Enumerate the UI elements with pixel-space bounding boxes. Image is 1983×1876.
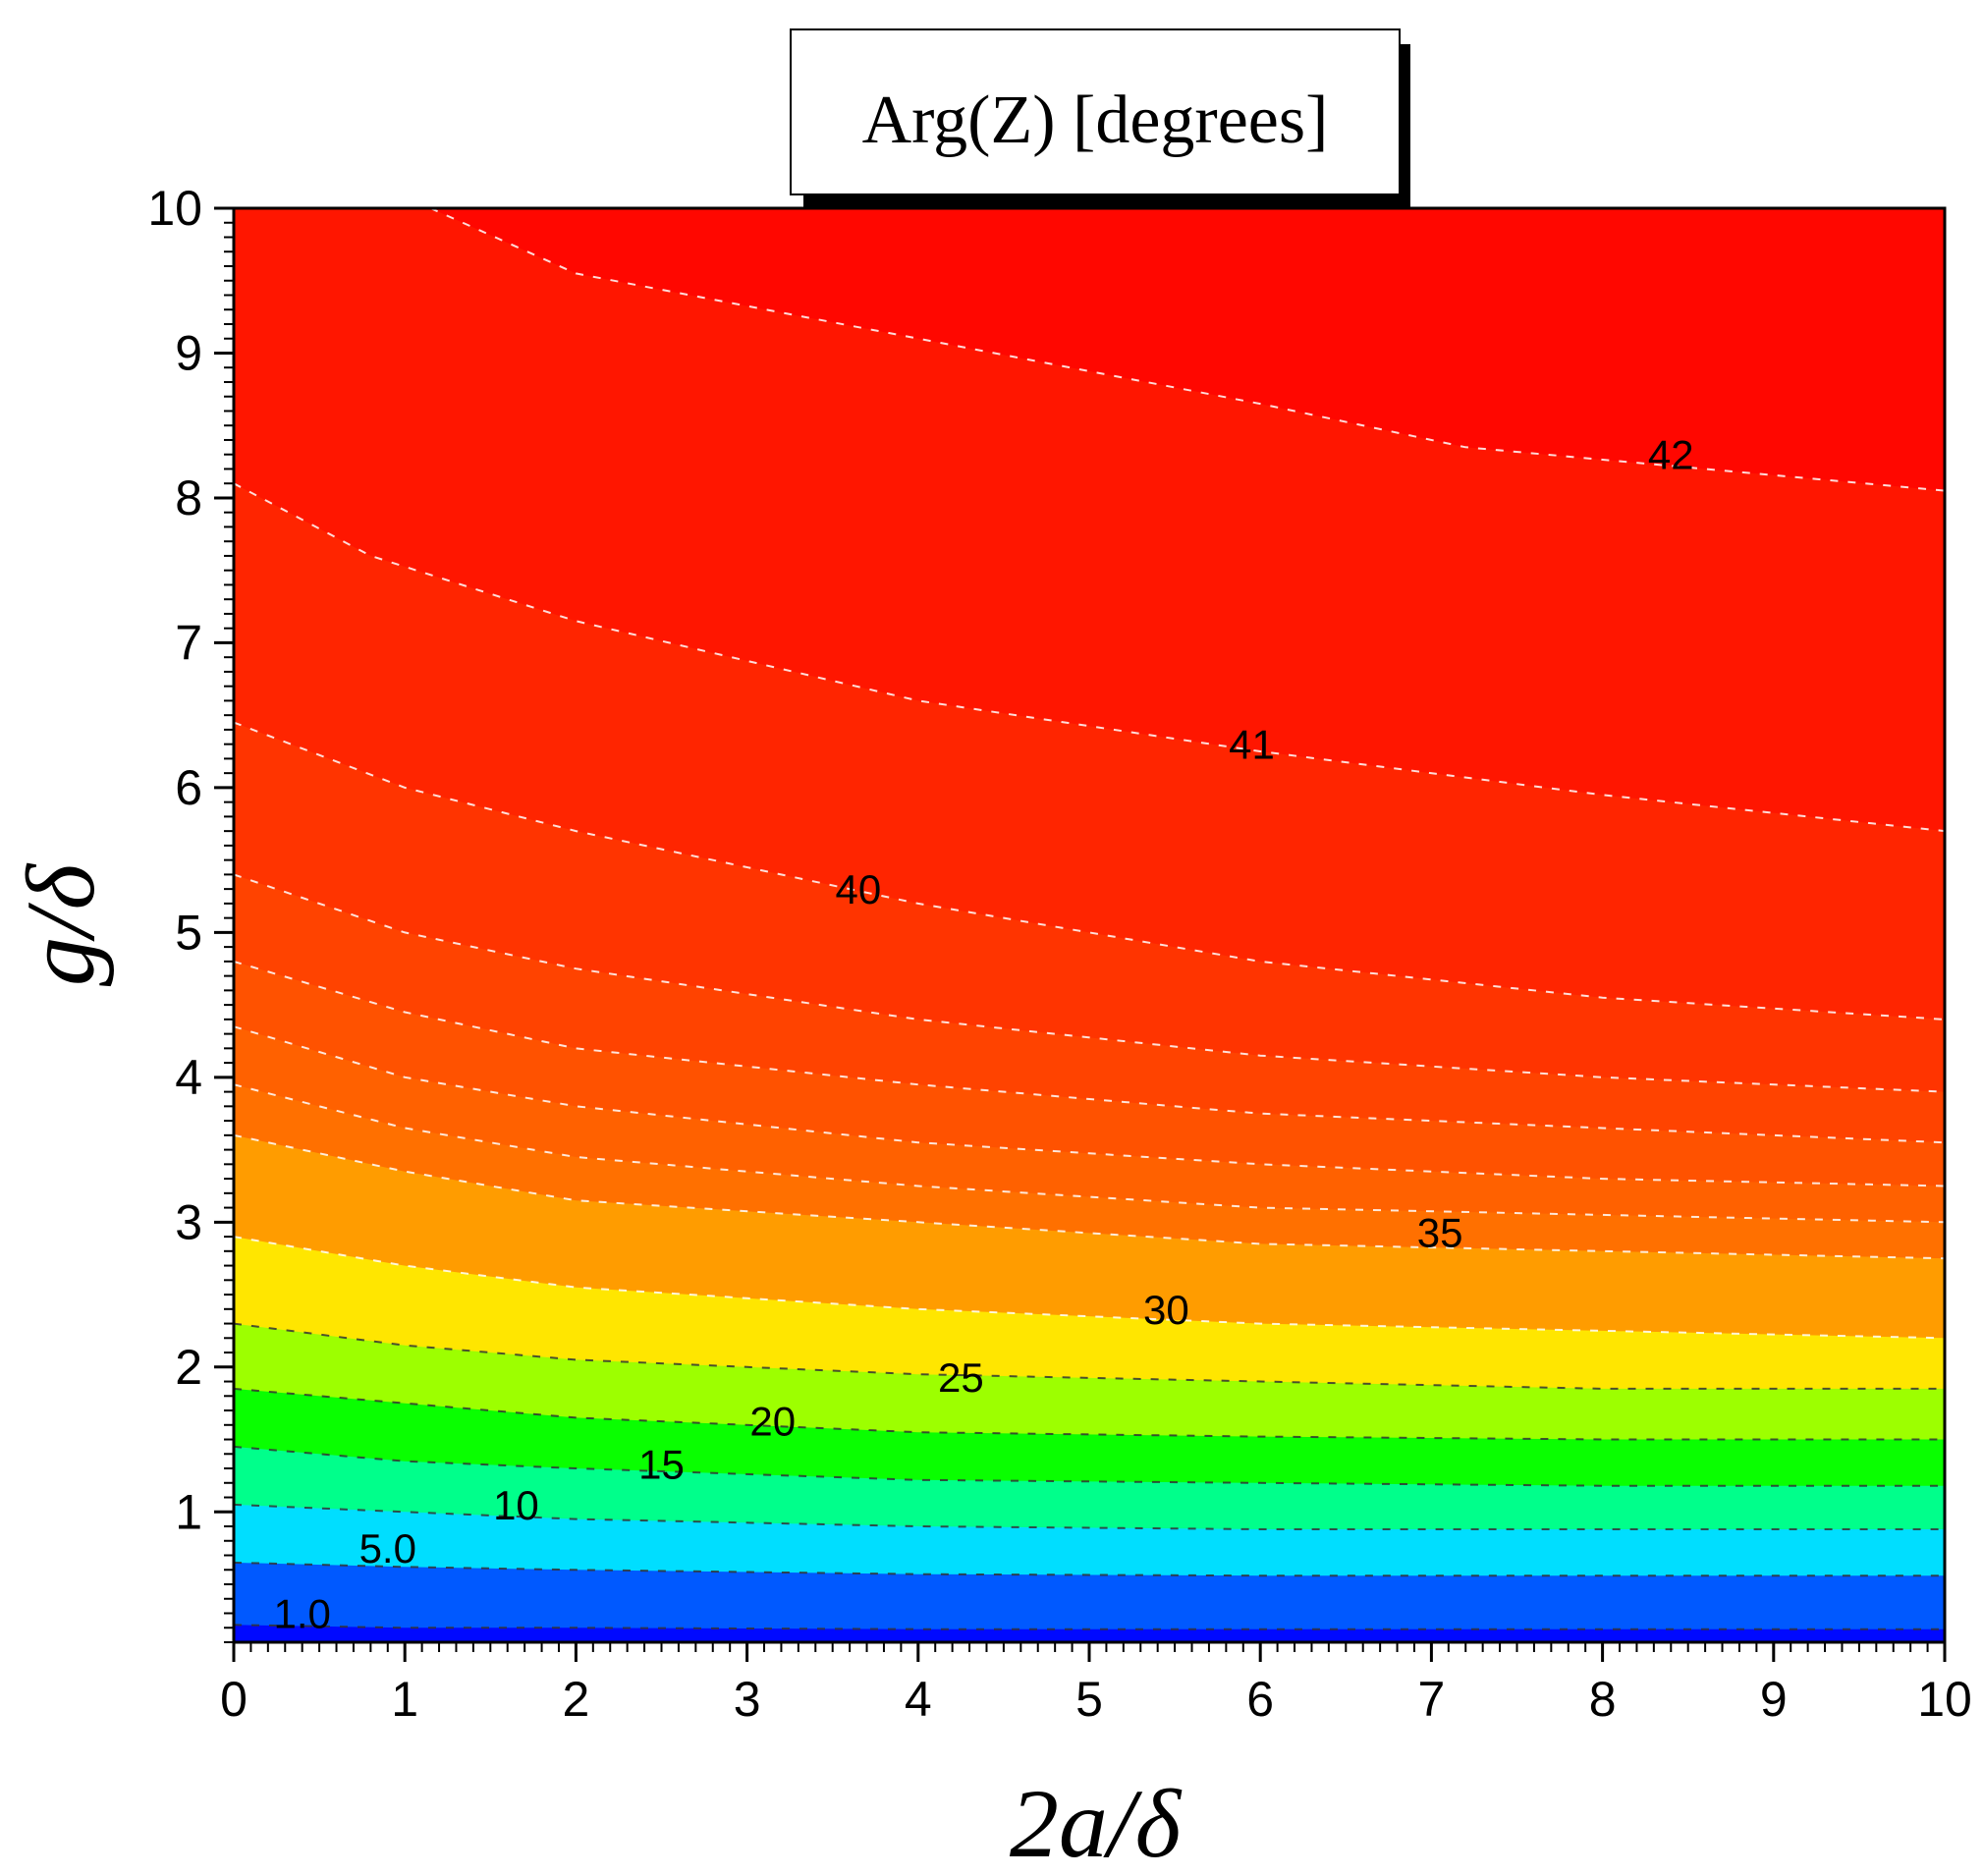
y-tick-label: 10 — [147, 181, 202, 236]
x-tick-label: 5 — [1075, 1672, 1103, 1727]
contour-line-1 — [234, 1624, 1945, 1630]
contour-label: 1.0 — [273, 1591, 330, 1637]
plot-area — [234, 208, 1945, 1642]
contour-label: 15 — [638, 1442, 685, 1488]
x-tick-label: 7 — [1417, 1672, 1445, 1727]
contour-lines — [234, 208, 1945, 1630]
contour-label: 35 — [1417, 1210, 1463, 1256]
chart-title: Arg(Z) [degrees] — [862, 83, 1329, 158]
heatmap-band-42 — [234, 208, 1945, 491]
contour-line-39 — [234, 873, 1945, 1093]
axis-ticks: 0 1 2 3 4 5 6 7 8 9 10 1 2 3 4 5 6 7 8 9 10 — [147, 181, 1971, 1727]
x-tick-label: 4 — [905, 1672, 932, 1727]
contour-label: 30 — [1143, 1287, 1189, 1333]
x-tick-label: 0 — [220, 1672, 248, 1727]
contour-line-40 — [234, 721, 1945, 1021]
y-axis-title: g/δ — [6, 862, 115, 986]
y-tick-label: 5 — [175, 905, 202, 960]
x-tick-label: 6 — [1246, 1672, 1274, 1727]
title-box — [790, 28, 1401, 195]
y-tick-label: 9 — [175, 325, 202, 380]
x-tick-label: 3 — [734, 1672, 761, 1727]
contour-line-36 — [234, 1083, 1945, 1224]
contour-line-37 — [234, 1025, 1945, 1187]
y-tick-label: 1 — [175, 1484, 202, 1539]
contour-line-35 — [234, 1133, 1945, 1260]
x-tick-label: 2 — [562, 1672, 589, 1727]
y-tick-label: 8 — [175, 470, 202, 525]
y-tick-label: 3 — [175, 1194, 202, 1249]
y-tick-label: 7 — [175, 615, 202, 670]
x-tick-label: 1 — [391, 1672, 418, 1727]
y-tick-label: 2 — [175, 1340, 202, 1395]
contour-labels: 1.0 5.0 10 15 20 25 30 35 40 41 42 — [273, 432, 1693, 1637]
heatmap-bands — [234, 208, 1945, 1642]
y-tick-label: 6 — [175, 760, 202, 815]
contour-label: 40 — [835, 866, 881, 912]
contour-label: 25 — [938, 1354, 984, 1401]
contour-label: 20 — [749, 1398, 796, 1444]
contour-label: 42 — [1648, 432, 1694, 478]
contour-line-38 — [234, 960, 1945, 1144]
x-tick-label: 10 — [1917, 1672, 1972, 1727]
contour-line-5 — [234, 1561, 1945, 1577]
y-tick-label: 4 — [175, 1050, 202, 1105]
x-axis-title: 2a/δ — [1010, 1769, 1183, 1876]
contour-label: 10 — [493, 1482, 539, 1528]
x-tick-label: 8 — [1589, 1672, 1617, 1727]
contour-label: 5.0 — [359, 1525, 416, 1572]
contour-label: 41 — [1229, 722, 1275, 768]
x-tick-label: 9 — [1760, 1672, 1788, 1727]
